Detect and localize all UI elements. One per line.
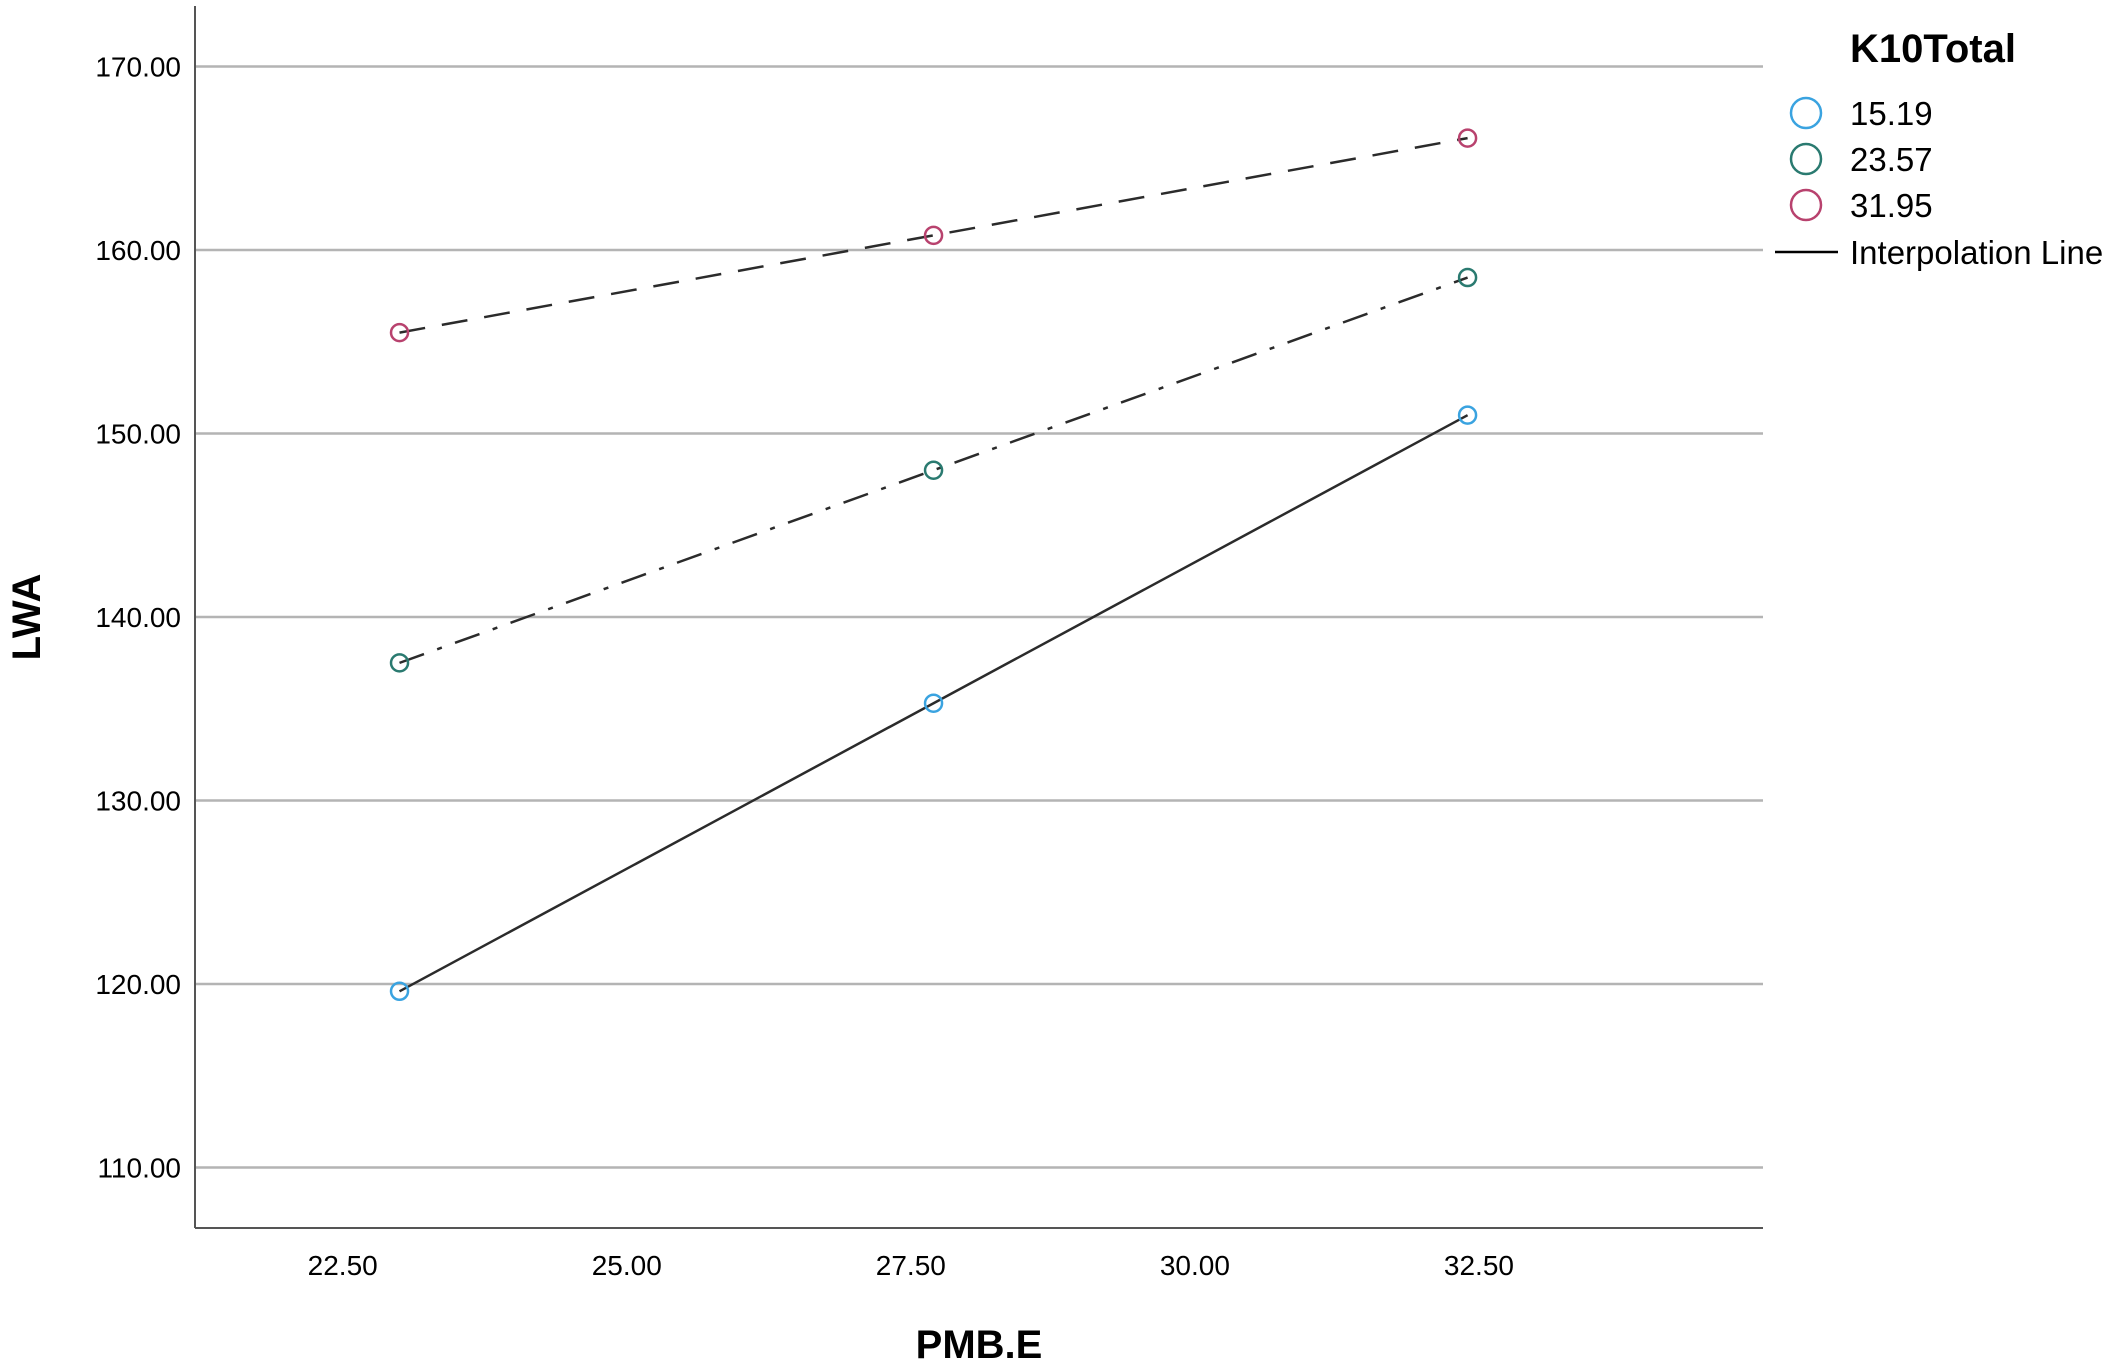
y-tick-label: 170.00: [95, 52, 181, 83]
series-lines: [398, 136, 1469, 993]
x-tick-label: 22.50: [308, 1250, 378, 1281]
data-point: [1457, 405, 1478, 425]
y-tick-label: 120.00: [95, 969, 181, 1000]
legend-marker: [1789, 188, 1823, 222]
x-tick-label: 27.50: [876, 1250, 946, 1281]
x-tick-label: 30.00: [1160, 1250, 1230, 1281]
data-point: [1457, 267, 1478, 288]
y-tick-label: 130.00: [95, 785, 181, 816]
legend-label: 23.57: [1850, 141, 1933, 178]
series-points: [389, 128, 1478, 1002]
data-point: [1457, 128, 1478, 148]
data-point: [389, 981, 410, 1002]
gridlines: [195, 65, 1763, 1169]
legend-title: K10Total: [1850, 27, 2016, 71]
legend-interpolation-label: Interpolation Line: [1850, 234, 2103, 271]
legend-label: 15.19: [1850, 95, 1933, 132]
legend: K10Total 15.19 23.57 31.95 Interpolation L…: [1775, 27, 2103, 271]
x-tick-labels: 22.50 25.00 27.50 30.00 32.50: [308, 1250, 1514, 1281]
y-tick-label: 160.00: [95, 235, 181, 266]
y-tick-label: 140.00: [95, 602, 181, 633]
x-tick-label: 32.50: [1444, 1250, 1514, 1281]
legend-label: 31.95: [1850, 187, 1933, 224]
series-line: [398, 414, 1469, 993]
data-point: [389, 322, 410, 343]
legend-marker: [1789, 96, 1823, 130]
y-axis-title: LWA: [5, 574, 49, 661]
y-tick-label: 150.00: [95, 419, 181, 450]
legend-items: 15.19 23.57 31.95: [1789, 95, 1933, 224]
data-point: [923, 225, 944, 246]
x-tick-label: 25.00: [592, 1250, 662, 1281]
data-point: [923, 460, 944, 480]
legend-marker: [1789, 142, 1823, 176]
data-point: [923, 693, 944, 713]
series-line: [399, 276, 1469, 665]
data-point: [389, 653, 410, 673]
y-tick-labels: 110.00 120.00 130.00 140.00 150.00 160.00 170.…: [95, 52, 181, 1184]
x-axis-title: PMB.E: [916, 1323, 1043, 1366]
axes: [194, 6, 1763, 1229]
series-line: [399, 136, 1468, 334]
y-tick-label: 110.00: [97, 1152, 181, 1183]
